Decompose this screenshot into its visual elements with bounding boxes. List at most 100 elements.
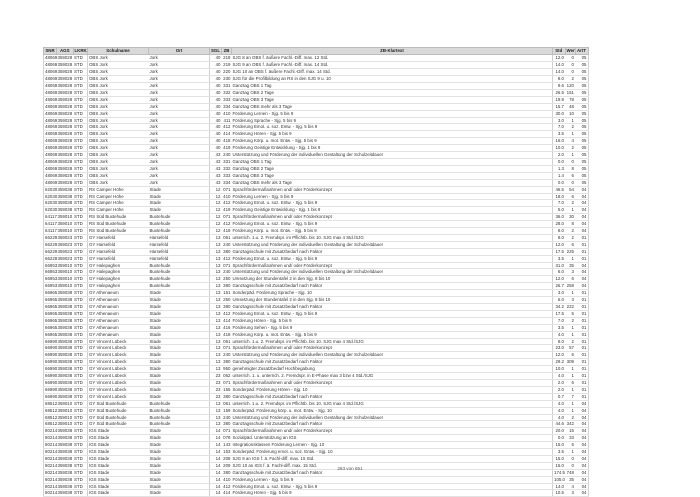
table-row: 62030 359038 STD RS Camper Höhe Stade 12 419 Fö… [43, 206, 589, 215]
cell-schulname: IGS Stade [87, 489, 149, 497]
cell-zb-klartext: unterrich. 1. u. unterrich. 2. Fremdspr.… [231, 372, 553, 380]
cell-snr: 48069 [43, 54, 57, 63]
cell-ags: 359028 [56, 110, 73, 118]
cell-wert: 222 [565, 303, 575, 311]
cell-wert: 57 [565, 344, 575, 353]
cell-wert: 1 [565, 448, 575, 456]
cell-wert: 0 [565, 179, 575, 187]
cell-snr: 66965 [43, 331, 57, 339]
cell-sgl: 43 [209, 172, 222, 180]
cell-std: 34.2 [552, 303, 565, 311]
cell-std: 15.7 [552, 103, 565, 111]
cell-zb-klartext: unterrich. 1.u. 2. Fremdspr. im Pflichtb… [231, 338, 553, 346]
cell-snr: 66990 [43, 372, 57, 380]
cell-snr: 48069 [43, 82, 57, 90]
cell-zb-klartext: Sozialpäd. Unterstützung an IGS [231, 434, 553, 443]
cell-artt: 01 [575, 248, 589, 256]
cell-lkrkz: STD [73, 206, 88, 215]
cell-std: 9.6 [552, 82, 565, 90]
cell-sgl: 12 [209, 206, 222, 215]
table-row: 66953 359010 STD GY Halepaghen Buxtehude 13 07… [43, 262, 589, 270]
cell-wert: 6 [565, 379, 575, 387]
cell-zb-klartext: SJG 9 an IGS f. ä. Fachl-diff. max. 15 S… [231, 455, 553, 463]
table-row: 66990 359038 STD GY Vincent Lübeck Stade 13 95… [43, 365, 589, 374]
cell-zb-klartext: SJG 9 an OBS f. äußere Fachl.-Diff. max.… [231, 61, 553, 70]
cell-zb-klartext: Sprachfördermaßnahmen und/ oder Förderko… [231, 344, 553, 353]
table-row: 66990 359038 STD GY Vincent Lübeck Stade 13 06… [43, 338, 589, 346]
cell-schulname: GY Halepaghen [87, 282, 149, 291]
cell-artt: 01 [575, 289, 589, 298]
cell-ort: Jork [148, 179, 210, 187]
page-number: 263 von 651 [337, 466, 363, 471]
cell-zb: 380 [221, 248, 232, 256]
cell-schulname: OBS Jork [87, 172, 149, 180]
cell-std: 16.0 [552, 137, 565, 146]
cell-snr: 80214 [43, 483, 57, 491]
cell-lkrkz: STD [73, 434, 88, 443]
cell-schulname: OBS Jork [87, 144, 149, 153]
table-row: 68512 359010 STD GY Süd Buxtehude Buxtehude 1… [43, 400, 589, 408]
cell-schulname: RS Camper Höhe [87, 199, 149, 208]
cell-lkrkz: STD [73, 151, 88, 159]
cell-artt: 04 [575, 462, 589, 470]
table-row: 80214 359038 STD IGS Stade Stade 14 209 SJG 10 … [43, 462, 589, 470]
cell-sgl: 14 [209, 476, 222, 484]
cell-wert: 6 [565, 351, 575, 360]
cell-wert: 0 [565, 462, 575, 470]
cell-zb: 334 [221, 103, 232, 111]
cell-sgl: 40 [209, 130, 222, 139]
cell-lkrkz: STD [73, 489, 88, 497]
table-row: 62030 359038 STD RS Camper Höhe Stade 12 071 Sp… [43, 186, 589, 194]
cell-artt: 01 [575, 344, 589, 353]
table-row: 48069 359028 STD OBS Jork Jork 43 332 Ganztag O… [43, 165, 589, 173]
cell-sgl: 23 [209, 372, 222, 380]
cell-snr: 66229 [43, 234, 57, 242]
cell-zb-klartext: Sonderpäd. Förderung Hören - Sjg. 10 [231, 386, 553, 394]
cell-artt: 04 [575, 213, 589, 222]
cell-schulname: GY Athenaeum [87, 331, 149, 339]
cell-snr: 66990 [43, 393, 57, 401]
table-row: 66990 359038 STD GY Vincent Lübeck Stade 23 38… [43, 393, 589, 401]
cell-ort: Stade [148, 324, 210, 332]
cell-artt: 04 [575, 275, 589, 284]
cell-wert: 5 [565, 310, 575, 318]
cell-ags: 359038 [56, 483, 73, 491]
cell-zb: 412 [221, 123, 232, 132]
cell-std: 36.0 [552, 213, 565, 222]
cell-std: 14.0 [552, 68, 565, 77]
cell-ags: 359028 [56, 117, 73, 125]
cell-ort: Jork [148, 110, 210, 118]
cell-snr: 48069 [43, 75, 57, 84]
cell-ags: 359038 [56, 186, 73, 194]
table-row: 80214 359038 STD IGS Stade Stade 14 153 Sonderp… [43, 448, 589, 456]
cell-ags: 359038 [56, 372, 73, 380]
cell-zb: 410 [221, 110, 232, 118]
cell-std: 20.0 [552, 427, 565, 436]
cell-std: 0.7 [552, 393, 565, 401]
cell-ort: Buxtehude [148, 262, 210, 270]
cell-schulname: GY Athenaeum [87, 289, 149, 298]
cell-snr: 48069 [43, 151, 57, 159]
cell-zb-klartext: Sprachfördermaßnahmen und/ oder Förderko… [231, 262, 553, 270]
cell-sgl: 40 [209, 123, 222, 132]
cell-zb: 419 [221, 206, 232, 215]
cell-lkrkz: STD [73, 324, 88, 332]
cell-ags: 359038 [56, 351, 73, 360]
cell-std: 5.0 [552, 206, 565, 215]
cell-ort: Harsefeld [148, 248, 210, 256]
cell-sgl: 13 [209, 255, 222, 263]
cell-std: 2.0 [552, 386, 565, 394]
cell-zb: 209 [221, 462, 232, 470]
cell-zb-klartext: Unterstützung und Förderung der individu… [231, 351, 553, 360]
cell-lkrkz: STD [73, 427, 88, 436]
cell-lkrkz: STD [73, 255, 88, 263]
cell-ort: Buxtehude [148, 268, 210, 277]
cell-zb-klartext: Integrationsklassen Förderung Lernen - S… [231, 441, 553, 450]
table-row: 66990 359038 STD GY Vincent Lübeck Stade 23 06… [43, 372, 589, 380]
table-row: 66990 359038 STD GY Vincent Lübeck Stade 13 38… [43, 358, 589, 367]
cell-artt: 04 [575, 420, 589, 429]
cell-snr: 68512 [43, 420, 57, 429]
cell-zb: 418 [221, 137, 232, 146]
cell-std: 8.0 [552, 75, 565, 84]
cell-artt: 05 [575, 75, 589, 84]
